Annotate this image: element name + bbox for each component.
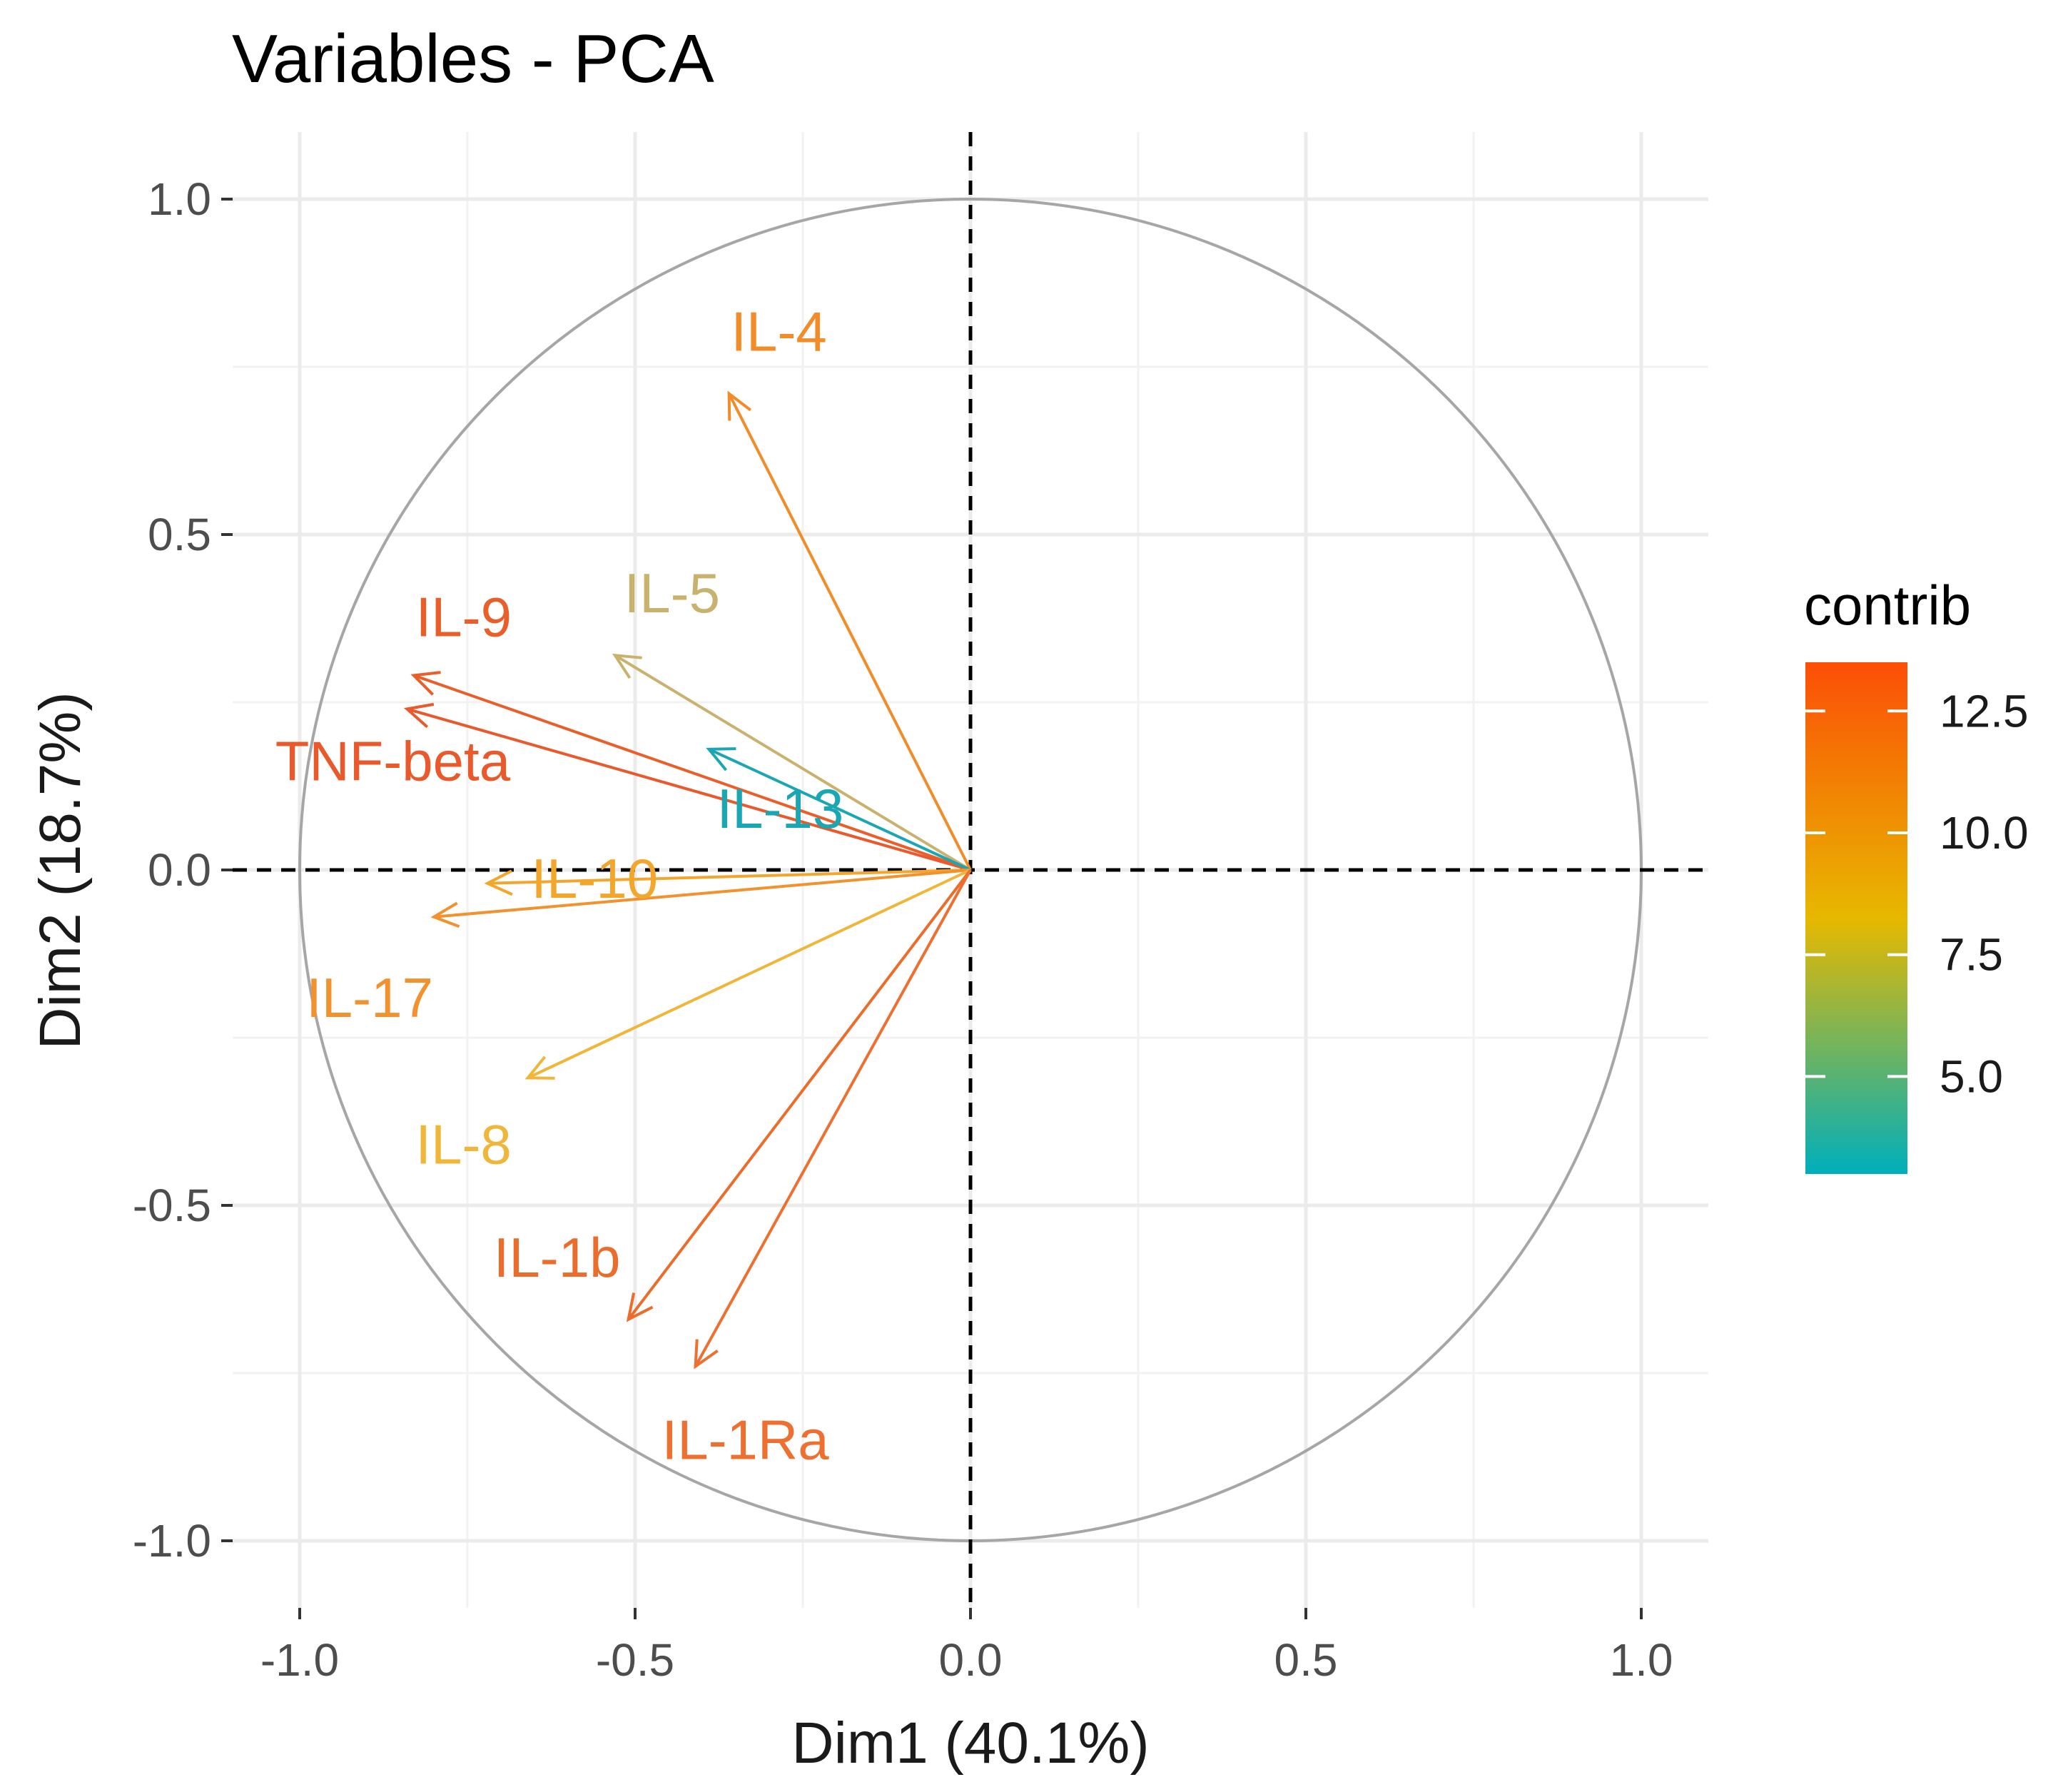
legend-tick-label: 10.0 [1940,807,2029,859]
x-tick-label: -0.5 [596,1634,674,1686]
y-tick-label: -1.0 [133,1515,211,1566]
arrow-il-1ra [694,869,972,1370]
label-il-5: IL-5 [624,562,720,624]
label-il-17: IL-17 [306,966,433,1029]
x-tick-label: 0.0 [939,1634,1003,1686]
x-tick-label: 0.5 [1274,1634,1338,1686]
label-il-4: IL-4 [731,300,826,363]
arrow-il-5 [612,653,972,871]
variable-arrows [403,390,972,1370]
y-axis-title: Dim2 (18.7%) [28,692,93,1049]
x-axis-title: Dim1 (40.1%) [791,1711,1149,1776]
label-il-1b: IL-1b [494,1226,621,1289]
chart-title: Variables - PCA [232,21,714,97]
label-il-8: IL-8 [415,1113,511,1175]
y-tick-label: 0.0 [148,844,211,896]
arrow-il-17 [430,869,971,928]
legend-tick-label: 5.0 [1940,1051,2003,1102]
label-tnf-beta: TNF-beta [275,729,511,792]
y-tick-label: 0.5 [148,509,211,560]
legend-tick-label: 12.5 [1940,685,2029,736]
label-il-1ra: IL-1Ra [662,1409,830,1472]
arrow-il-4 [727,390,972,871]
variable-labels: IL-4 IL-5 IL-9 TNF-beta IL-13 IL-10 IL-17 IL-8 I… [275,300,844,1472]
x-tick-label: 1.0 [1610,1634,1673,1686]
arrow-il-13 [706,747,971,871]
label-il-13: IL-13 [717,777,844,840]
arrow-tnf-beta [403,702,971,871]
y-tick-label: -0.5 [133,1180,211,1231]
arrow-il-10 [484,869,971,896]
arrow-il-1b [626,869,972,1322]
legend-title: contrib [1804,574,1971,637]
y-tick-label: 1.0 [148,173,211,225]
label-il-10: IL-10 [531,847,658,910]
label-il-9: IL-9 [416,585,512,648]
x-tick-label: -1.0 [260,1634,339,1686]
arrow-il-9 [410,671,971,871]
plot-panel: IL-4 IL-5 IL-9 TNF-beta IL-13 IL-10 IL-17 IL-8 I… [233,132,1708,1608]
contrib-legend: contrib 5.0 7.5 10.0 12.5 [1804,574,2029,1174]
x-axis: -1.0 -0.5 0.0 0.5 1.0 [260,1608,1673,1686]
legend-colorbar [1805,662,1907,1174]
arrow-il-8 [524,869,971,1080]
y-axis: -1.0 -0.5 0.0 0.5 1.0 [133,173,233,1566]
legend-ticks: 5.0 7.5 10.0 12.5 [1805,685,2029,1102]
legend-tick-label: 7.5 [1940,929,2003,981]
